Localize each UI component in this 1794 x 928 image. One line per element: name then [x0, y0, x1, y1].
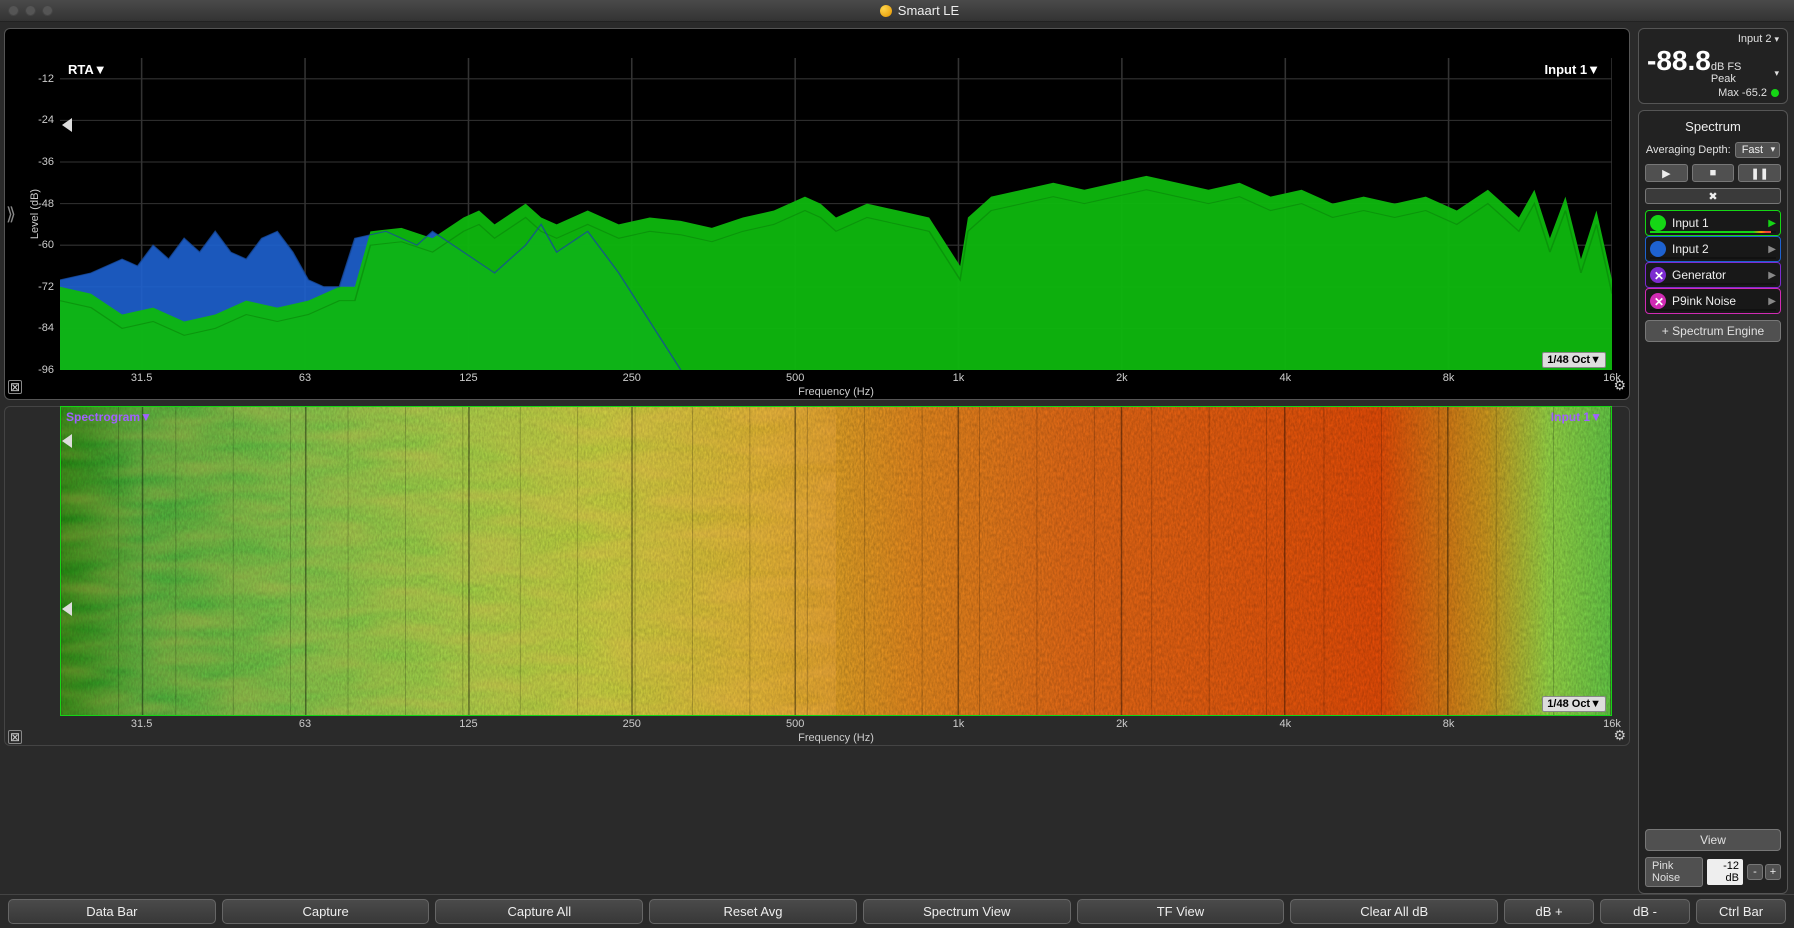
mute-x-icon: ✕ — [1654, 269, 1664, 283]
rta-y-ticks: -12-24-36-48-60-72-84-96 — [24, 58, 58, 370]
bottom-db--button[interactable]: dB + — [1504, 899, 1594, 924]
meter-max-readout: Max -65.2 — [1718, 87, 1779, 99]
channel-list: Input 1 ▶ Input 2 ▶ ✕ Generator ▶ ✕ P9in… — [1645, 210, 1781, 314]
rta-plot-area[interactable] — [60, 58, 1612, 370]
window-titlebar: Smaart LE — [0, 0, 1794, 22]
level-meter-box: Input 2 -88.8 dB FS Peak Max -65.2 — [1638, 28, 1788, 104]
bottom-capture-button[interactable]: Capture — [222, 899, 430, 924]
meter-input-dropdown[interactable]: Input 2 — [1738, 33, 1779, 45]
pause-button[interactable]: ❚❚ — [1738, 164, 1781, 182]
close-window-icon[interactable] — [8, 5, 19, 16]
channel-play-icon[interactable]: ▶ — [1768, 244, 1776, 255]
channel-vu-meter — [1650, 231, 1776, 233]
channel-label: Input 2 — [1672, 242, 1762, 256]
side-panel-title: Spectrum — [1645, 117, 1781, 136]
rta-input-dropdown[interactable]: Input 1▼ — [1545, 62, 1600, 77]
channel-color-swatch — [1650, 215, 1666, 231]
noise-level-plus-button[interactable]: + — [1765, 864, 1781, 880]
channel-vu-meter — [1650, 283, 1776, 285]
bottom-data-bar-button[interactable]: Data Bar — [8, 899, 216, 924]
transport-controls: ▶ ■ ❚❚ — [1645, 164, 1781, 182]
panel-divider-handle[interactable]: ⟫ — [6, 200, 16, 228]
status-dot-icon — [1771, 89, 1779, 97]
spectrogram-input-dropdown[interactable]: Input 1▼ — [1551, 410, 1602, 424]
bottom-spectrum-view-button[interactable]: Spectrum View — [863, 899, 1071, 924]
channel-color-swatch — [1650, 241, 1666, 257]
channel-vu-meter — [1650, 309, 1776, 311]
channel-label: P9ink Noise — [1672, 294, 1762, 308]
channel-row[interactable]: Input 1 ▶ — [1645, 210, 1781, 236]
averaging-depth-label: Averaging Depth: — [1646, 144, 1731, 156]
minimize-window-icon[interactable] — [25, 5, 36, 16]
spectrogram-x-axis-label: Frequency (Hz) — [60, 732, 1612, 744]
rta-x-ticks: 31.5631252505001k2k4k8k16k — [60, 372, 1612, 386]
spectrogram-settings-gear-icon[interactable]: ⚙ — [1613, 727, 1626, 744]
channel-label: Input 1 — [1672, 216, 1762, 230]
channel-vu-meter — [1650, 257, 1776, 259]
averaging-depth-select[interactable]: Fast — [1735, 142, 1780, 158]
meter-scale-dropdown[interactable]: dB FS Peak — [1711, 61, 1779, 85]
app-icon — [880, 5, 892, 17]
noise-level-minus-button[interactable]: - — [1747, 864, 1763, 880]
bottom-clear-all-db-button[interactable]: Clear All dB — [1290, 899, 1498, 924]
rta-resolution-dropdown[interactable]: 1/48 Oct▼ — [1542, 352, 1606, 368]
channel-row[interactable]: ✕ Generator ▶ — [1645, 262, 1781, 288]
mute-x-icon: ✕ — [1654, 295, 1664, 309]
bottom-toolbar: Data BarCaptureCapture AllReset AvgSpect… — [0, 894, 1794, 928]
spectrogram-plot-area[interactable] — [60, 406, 1612, 716]
window-controls[interactable] — [8, 5, 53, 16]
rta-close-icon[interactable]: ⊠ — [8, 380, 22, 394]
rta-x-axis-label: Frequency (Hz) — [60, 386, 1612, 398]
noise-level-value: -12 dB — [1707, 859, 1743, 885]
play-button[interactable]: ▶ — [1645, 164, 1688, 182]
bottom-db--button[interactable]: dB - — [1600, 899, 1690, 924]
spectrogram-collapse-handle-1[interactable] — [62, 434, 74, 448]
spectrogram-mode-dropdown[interactable]: Spectrogram▼ — [66, 410, 152, 424]
bottom-capture-all-button[interactable]: Capture All — [435, 899, 643, 924]
spectrogram-resolution-dropdown[interactable]: 1/48 Oct▼ — [1542, 696, 1606, 712]
add-spectrum-engine-button[interactable]: + Spectrum Engine — [1645, 320, 1781, 342]
view-button[interactable]: View — [1645, 829, 1781, 851]
channel-play-icon[interactable]: ▶ — [1768, 296, 1776, 307]
rta-settings-gear-icon[interactable]: ⚙ — [1613, 377, 1626, 394]
stop-button[interactable]: ■ — [1692, 164, 1735, 182]
channel-row[interactable]: ✕ P9ink Noise ▶ — [1645, 288, 1781, 314]
spectrogram-collapse-handle-2[interactable] — [62, 602, 74, 616]
spectrogram-close-icon[interactable]: ⊠ — [8, 730, 22, 744]
tools-button[interactable]: ✖ — [1645, 188, 1781, 204]
channel-label: Generator — [1672, 268, 1762, 282]
spectrogram-panel: Spectrogram▼ Input 1▼ 1/48 Oct▼ 31.56312… — [4, 406, 1630, 746]
rta-plot-panel: Level (dB) -12-24-36-48-60-72-84-96 RTA▼… — [4, 28, 1630, 400]
rta-collapse-handle[interactable] — [62, 118, 74, 132]
spectrum-control-panel: Spectrum Averaging Depth: Fast ▶ ■ ❚❚ ✖ … — [1638, 110, 1788, 894]
spectrogram-x-ticks: 31.5631252505001k2k4k8k16k — [60, 718, 1612, 732]
meter-db-value: -88.8 — [1647, 45, 1711, 77]
bottom-ctrl-bar-button[interactable]: Ctrl Bar — [1696, 899, 1786, 924]
rta-mode-dropdown[interactable]: RTA▼ — [68, 62, 107, 77]
window-title: Smaart LE — [898, 3, 959, 18]
channel-row[interactable]: Input 2 ▶ — [1645, 236, 1781, 262]
zoom-window-icon[interactable] — [42, 5, 53, 16]
noise-type-select[interactable]: Pink Noise — [1645, 857, 1703, 887]
channel-play-icon[interactable]: ▶ — [1768, 218, 1776, 229]
bottom-reset-avg-button[interactable]: Reset Avg — [649, 899, 857, 924]
channel-play-icon[interactable]: ▶ — [1768, 270, 1776, 281]
bottom-tf-view-button[interactable]: TF View — [1077, 899, 1285, 924]
